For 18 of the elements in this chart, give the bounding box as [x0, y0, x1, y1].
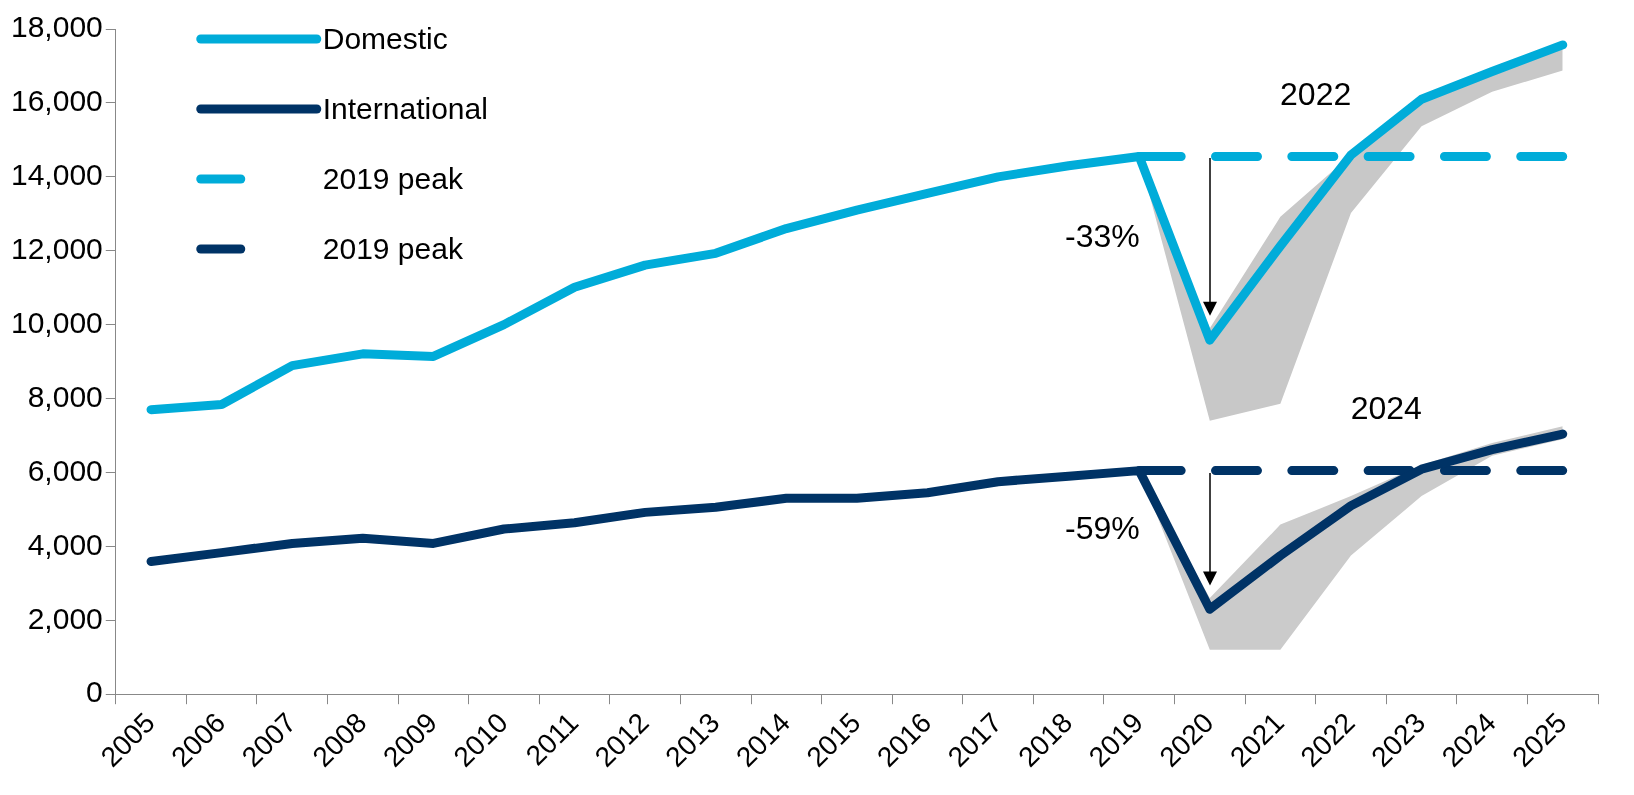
annotation: -33%	[1065, 218, 1140, 255]
y-tick-label: 12,000	[10, 232, 103, 265]
annotation: -59%	[1065, 509, 1140, 546]
annotation: 2024	[1350, 390, 1422, 427]
y-tick-label: 16,000	[10, 84, 103, 118]
y-tick-label: 10,000	[10, 305, 103, 339]
y-tick-label: 8,000	[27, 379, 103, 413]
y-tick-label: 6,000	[27, 453, 103, 487]
legend-label: International	[322, 92, 488, 126]
y-tick-label: 4,000	[27, 527, 103, 561]
y-tick-label: 14,000	[10, 158, 103, 192]
legend-label: Domestic	[322, 22, 448, 56]
y-tick-label: 18,000	[10, 10, 103, 44]
legend-label: 2019 peak	[322, 162, 464, 196]
y-tick-label: 2,000	[27, 601, 103, 635]
annotation: 2022	[1280, 76, 1352, 113]
legend-label: 2019 peak	[322, 232, 464, 266]
y-tick-label: 0	[86, 675, 103, 709]
